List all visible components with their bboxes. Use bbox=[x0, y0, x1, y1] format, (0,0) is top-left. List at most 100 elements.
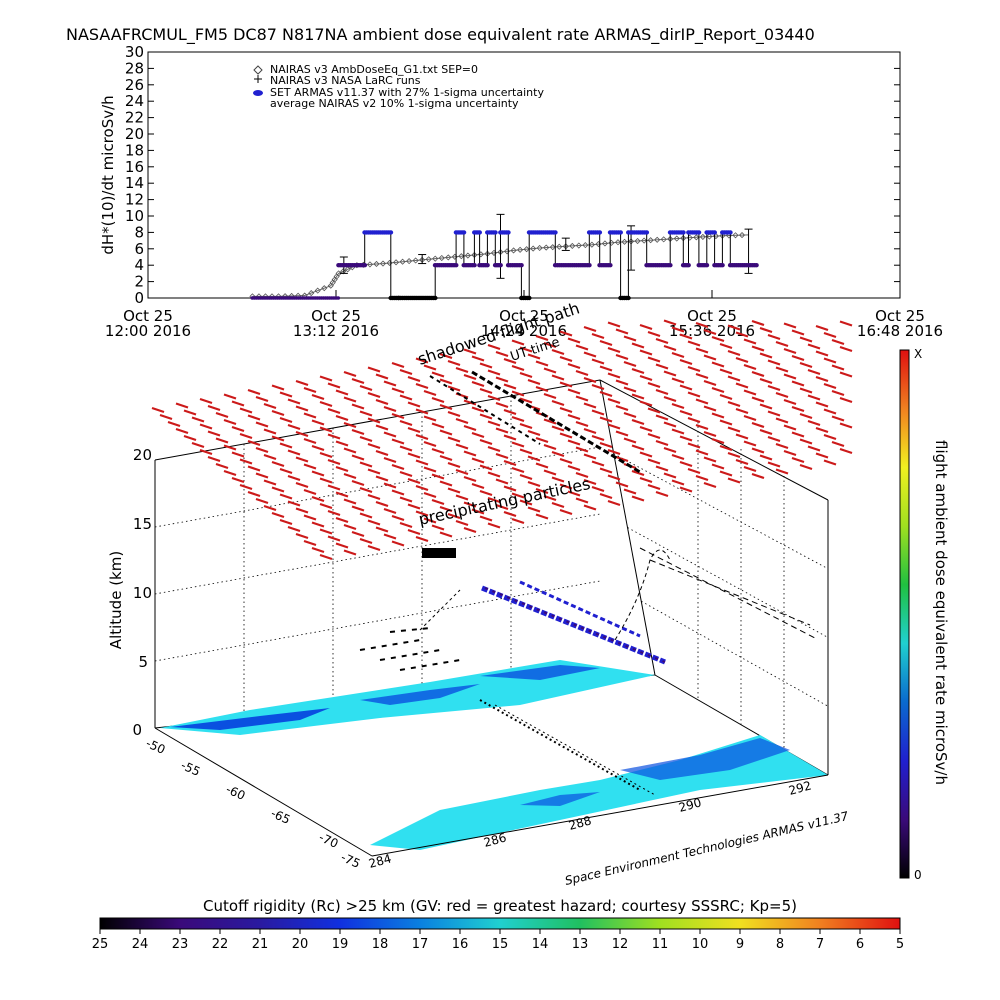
shadow-dash bbox=[391, 412, 405, 420]
shadow-dash bbox=[519, 422, 533, 430]
shadow-dash bbox=[623, 360, 637, 368]
shadow-dash bbox=[479, 438, 493, 446]
shadow-dash bbox=[463, 424, 477, 432]
shadow-dash bbox=[263, 504, 277, 512]
bottom-colorbar-tick-label: 24 bbox=[132, 937, 149, 952]
x-tick-label-date: Oct 25 bbox=[687, 307, 737, 325]
nairas-point bbox=[314, 287, 321, 294]
y-axis-label: dH*(10)/dt microSv/h bbox=[99, 95, 117, 254]
shadow-dash bbox=[599, 441, 613, 449]
z-tick-20: 20 bbox=[133, 446, 152, 464]
shadow-dash bbox=[759, 403, 773, 410]
shadow-dash bbox=[695, 321, 709, 329]
armas-point bbox=[696, 230, 702, 235]
shadow-dash bbox=[711, 335, 725, 343]
shadow-dash bbox=[751, 396, 765, 403]
shadow-dash bbox=[663, 370, 677, 377]
shadow-dash bbox=[311, 444, 325, 452]
nairas-point bbox=[425, 256, 432, 263]
shadow-dash bbox=[407, 477, 421, 485]
shadow-dash bbox=[487, 496, 501, 504]
shadow-dash bbox=[455, 366, 469, 374]
shadow-dash bbox=[335, 414, 349, 422]
shadow-dash bbox=[343, 396, 357, 403]
shadow-dash bbox=[487, 522, 501, 529]
shadow-dash bbox=[815, 401, 829, 408]
shadow-dash bbox=[447, 410, 461, 418]
right-colorbar-bottom-label: 0 bbox=[914, 868, 922, 882]
shadow-dash bbox=[759, 352, 773, 359]
shadow-dash bbox=[287, 423, 301, 431]
y-tick-label: 22 bbox=[125, 109, 144, 127]
bottom-colorbar: Cutoff rigidity (Rc) >25 km (GV: red = g… bbox=[92, 897, 904, 952]
shadow-dash bbox=[295, 532, 309, 540]
shadow-dash bbox=[743, 338, 757, 345]
shadow-dash bbox=[783, 398, 797, 406]
shadow-dash bbox=[591, 332, 605, 340]
shadow-dash bbox=[223, 444, 237, 451]
shadow-dash bbox=[583, 427, 597, 435]
shadow-dash bbox=[839, 371, 853, 378]
shadow-dash bbox=[735, 433, 749, 440]
shadow-dash bbox=[703, 405, 717, 412]
shadow-dash bbox=[527, 378, 541, 386]
shadow-dash bbox=[503, 485, 517, 492]
shadow-dash bbox=[447, 487, 461, 494]
shadow-dash bbox=[815, 426, 829, 434]
shadow-dash bbox=[551, 399, 565, 407]
shadow-dash bbox=[351, 377, 365, 385]
shadow-dash bbox=[351, 479, 365, 487]
armas-point bbox=[432, 295, 438, 301]
shadow-dash bbox=[727, 349, 741, 357]
shadow-dash bbox=[407, 401, 421, 408]
shadow-dash bbox=[439, 429, 453, 436]
wall-grid-line bbox=[627, 527, 829, 638]
lon-tick-284: 284 bbox=[367, 851, 393, 870]
shadow-dash bbox=[455, 494, 469, 501]
shadow-dash bbox=[743, 363, 757, 371]
shadow-dash bbox=[535, 513, 549, 520]
shadow-dash bbox=[751, 447, 765, 454]
nairas-point bbox=[647, 237, 654, 244]
shadow-dash bbox=[767, 333, 781, 341]
shadow-dash bbox=[671, 453, 685, 461]
shadow-dash bbox=[375, 373, 389, 380]
shadow-dash bbox=[567, 413, 581, 421]
shadow-dash bbox=[511, 441, 525, 448]
nairas-point bbox=[373, 260, 380, 268]
shadow-dash bbox=[247, 388, 261, 396]
shadow-dash bbox=[559, 508, 573, 516]
shadow-dash bbox=[351, 403, 365, 410]
shadow-dash bbox=[671, 428, 685, 435]
z-tick-0: 0 bbox=[132, 721, 142, 739]
shadow-dash bbox=[415, 382, 429, 390]
bottom-colorbar-ticks: 25 24 23 22 21 20 19 18 17 16 15 14 13 12 11 10 9 8 7 6 5 bbox=[92, 929, 904, 952]
armas-point bbox=[526, 295, 532, 301]
bottom-colorbar-tick-label: 19 bbox=[332, 937, 349, 952]
shadow-dash bbox=[679, 384, 693, 391]
shadow-dash bbox=[831, 364, 845, 371]
shadow-dash bbox=[263, 479, 277, 486]
nairas-point bbox=[379, 260, 387, 267]
nairas-point bbox=[523, 246, 530, 253]
shadow-dash bbox=[391, 514, 405, 522]
shadow-dash bbox=[447, 436, 461, 443]
legend-diamond-icon bbox=[253, 65, 263, 75]
shadow-dash bbox=[383, 456, 397, 464]
shadow-dash bbox=[311, 419, 325, 426]
shadow-dash bbox=[295, 507, 309, 514]
shadow-dash bbox=[559, 432, 573, 439]
shadow-dash bbox=[639, 374, 653, 382]
nairas-point bbox=[536, 244, 543, 252]
shadow-dash bbox=[511, 517, 525, 525]
shadow-dash bbox=[631, 367, 645, 375]
shadow-dash bbox=[639, 349, 653, 356]
shadow-dash bbox=[519, 346, 533, 353]
shadow-dash bbox=[687, 467, 701, 475]
shadow-dash bbox=[599, 390, 613, 398]
shadow-dash bbox=[607, 499, 621, 507]
shadow-dash bbox=[471, 482, 485, 490]
shadow-dash bbox=[575, 420, 589, 428]
shadow-dash bbox=[751, 345, 765, 352]
